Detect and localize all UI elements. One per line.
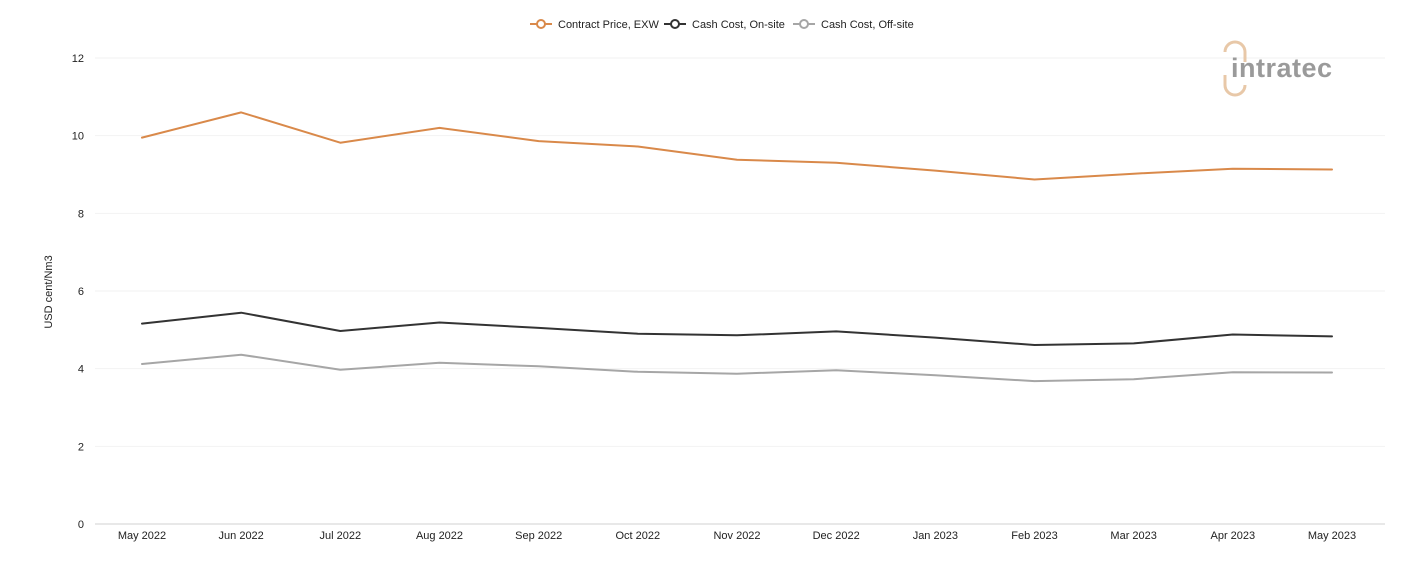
y-tick-label: 0: [78, 519, 84, 531]
series-line-1: [141, 311, 1333, 346]
data-point: [1131, 171, 1137, 177]
x-tick-label: Feb 2023: [1011, 530, 1057, 542]
y-tick-label: 2: [78, 441, 84, 453]
legend-item-2[interactable]: Cash Cost, Off-site: [793, 19, 914, 31]
x-tick-label: Jul 2022: [320, 530, 362, 542]
series-line-2: [141, 353, 1333, 383]
data-point: [1230, 369, 1236, 375]
legend-swatch-marker: [670, 19, 680, 29]
data-point: [1032, 177, 1038, 183]
data-point: [1032, 378, 1038, 384]
data-point: [1230, 331, 1236, 337]
legend-item-0[interactable]: Contract Price, EXW: [530, 19, 659, 31]
data-point: [238, 310, 244, 316]
x-tick-label: Aug 2022: [416, 530, 463, 542]
legend-label: Contract Price, EXW: [558, 19, 659, 31]
y-tick-label: 4: [78, 364, 84, 376]
x-tick-label: Sep 2022: [515, 530, 562, 542]
data-point: [337, 367, 343, 373]
data-point: [1329, 333, 1335, 339]
x-axis: May 2022 Jun 2022 Jul 2022 Aug 2022 Sep 2022…: [118, 530, 1356, 542]
grid: [95, 57, 1385, 525]
data-point: [139, 321, 145, 327]
data-point: [932, 168, 938, 174]
legend-swatch-marker: [799, 19, 809, 29]
data-point: [1329, 166, 1335, 172]
x-tick-label: Oct 2022: [616, 530, 661, 542]
data-point: [238, 352, 244, 358]
data-point: [635, 369, 641, 375]
data-point: [1131, 376, 1137, 382]
data-point: [536, 138, 542, 144]
data-point: [536, 325, 542, 331]
data-point: [337, 140, 343, 146]
data-point: [536, 363, 542, 369]
data-point: [1230, 166, 1236, 172]
logo-mark: [1223, 40, 1247, 97]
data-point: [833, 160, 839, 166]
series-lines: [139, 109, 1335, 384]
data-point: [833, 328, 839, 334]
legend-label: Cash Cost, Off-site: [821, 19, 914, 31]
data-point: [635, 331, 641, 337]
data-point: [437, 125, 443, 131]
y-tick-label: 12: [72, 53, 84, 65]
data-point: [1131, 340, 1137, 346]
data-point: [932, 372, 938, 378]
data-point: [437, 319, 443, 325]
data-point: [833, 367, 839, 373]
data-point: [734, 332, 740, 338]
y-axis: 0 2 4 6 8 10 12: [72, 53, 84, 531]
x-tick-label: Dec 2022: [813, 530, 860, 542]
data-point: [734, 371, 740, 377]
x-tick-label: Jan 2023: [913, 530, 958, 542]
y-axis-label: USD cent/Nm3: [43, 255, 55, 328]
data-point: [1032, 342, 1038, 348]
series-line-0: [141, 111, 1333, 181]
data-point: [139, 135, 145, 141]
x-tick-label: Nov 2022: [713, 530, 760, 542]
legend-swatch-marker: [536, 19, 546, 29]
x-tick-label: Mar 2023: [1110, 530, 1156, 542]
data-point: [337, 328, 343, 334]
data-point: [1329, 370, 1335, 376]
y-tick-label: 6: [78, 286, 84, 298]
data-point: [734, 157, 740, 163]
data-point: [238, 109, 244, 115]
y-tick-label: 8: [78, 208, 84, 220]
x-tick-label: May 2023: [1308, 530, 1356, 542]
x-tick-label: Jun 2022: [219, 530, 264, 542]
logo-text: intratec: [1231, 53, 1333, 83]
legend-item-1[interactable]: Cash Cost, On-site: [664, 19, 785, 31]
data-point: [437, 360, 443, 366]
data-point: [635, 144, 641, 150]
legend: Contract Price, EXW Cash Cost, On-site Cas…: [530, 19, 914, 31]
x-tick-label: May 2022: [118, 530, 166, 542]
y-tick-label: 10: [72, 131, 84, 143]
legend-label: Cash Cost, On-site: [692, 19, 785, 31]
x-tick-label: Apr 2023: [1211, 530, 1256, 542]
data-point: [932, 335, 938, 341]
intratec-logo: intratec: [1223, 40, 1333, 97]
data-point: [139, 361, 145, 367]
